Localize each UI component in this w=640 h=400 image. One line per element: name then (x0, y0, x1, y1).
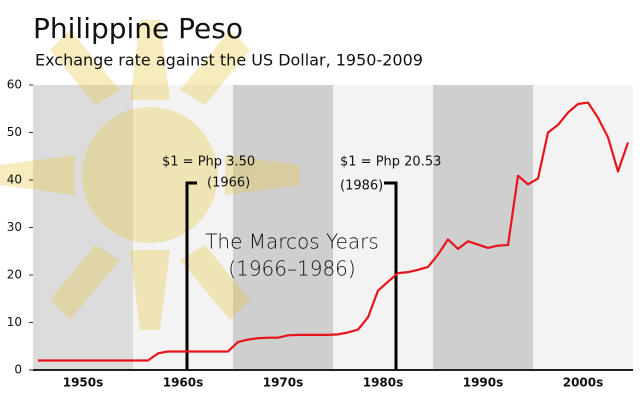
annotation-connectors (185, 181, 398, 370)
axes: 1950s 1960s 1970s 1980s 1990s 2000s 0 10 20 30 40 5… (7, 78, 633, 390)
sun-emblem (0, 20, 300, 330)
chart-subtitle: Exchange rate against the US Dollar, 195… (35, 51, 423, 70)
decade-band (233, 85, 333, 370)
connector-1966 (185, 181, 197, 370)
x-tick-label: 1990s (463, 376, 504, 390)
connector-1986 (384, 181, 398, 370)
chart-title: Philippine Peso (33, 12, 243, 45)
x-tick-label: 2000s (563, 376, 604, 390)
x-tick-label: 1950s (63, 376, 104, 390)
decade-bands (33, 85, 633, 370)
data-line (38, 101, 630, 362)
y-tick-label: 0 (14, 363, 22, 377)
annotation-year: (1966) (207, 176, 250, 191)
x-tick-label: 1960s (163, 376, 204, 390)
era-label: The Marcos Years (205, 230, 379, 254)
y-tick-label: 40 (7, 173, 22, 187)
y-tick-label: 50 (7, 125, 22, 139)
x-tick-label: 1980s (363, 376, 404, 390)
decade-band (33, 85, 133, 370)
annotation-year: (1986) (340, 179, 383, 194)
y-tick-label: 60 (7, 78, 22, 92)
annotation: $1 = Php 20.53 (340, 155, 441, 170)
decade-band (533, 85, 633, 370)
era-years: (1966–1986) (228, 257, 355, 281)
y-tick-label: 30 (7, 220, 22, 234)
y-tick-label: 20 (7, 268, 22, 282)
x-tick-label: 1970s (263, 376, 304, 390)
decade-band (133, 85, 233, 370)
y-tick-label: 10 (7, 315, 22, 329)
decade-band (433, 85, 533, 370)
annotation: $1 = Php 3.50 (162, 155, 255, 170)
decade-band (333, 85, 433, 370)
